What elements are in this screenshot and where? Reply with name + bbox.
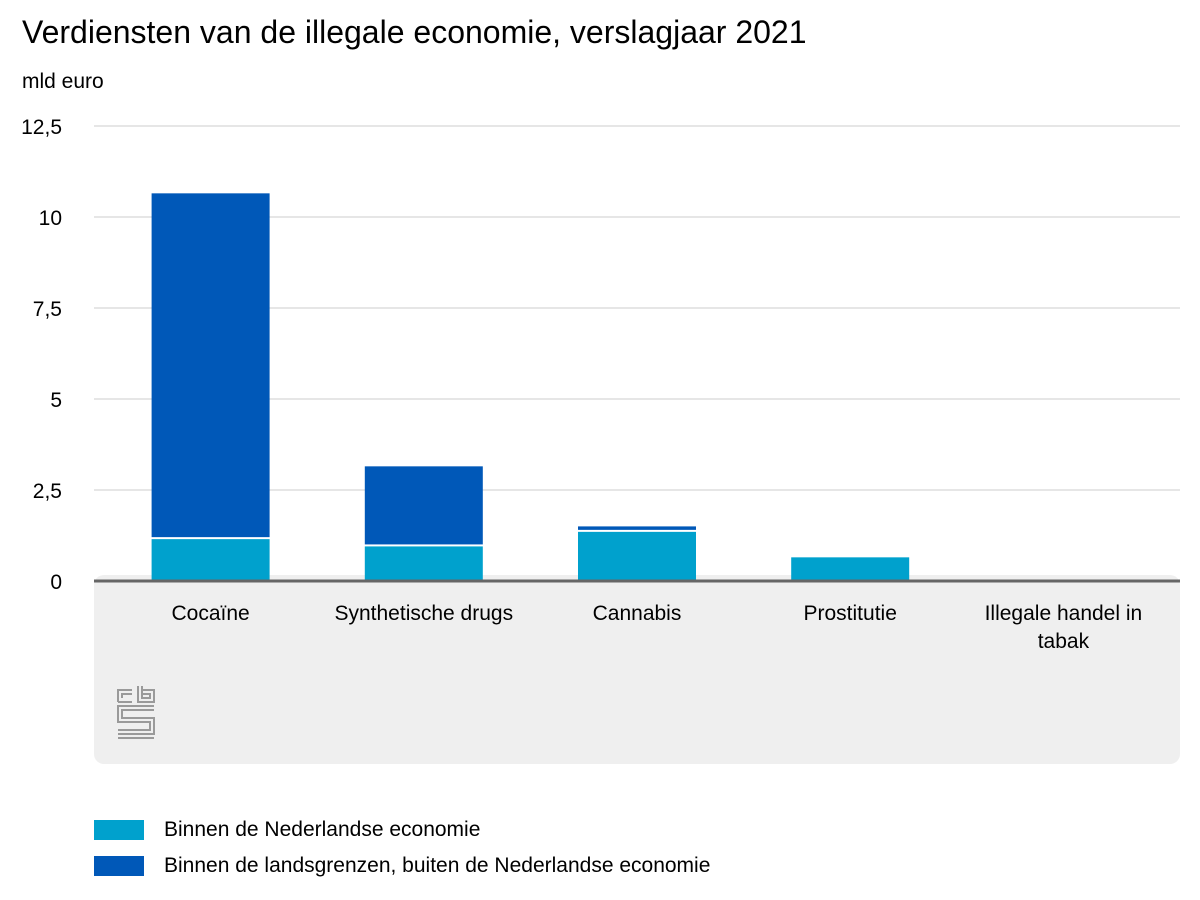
legend-label: Binnen de landsgrenzen, buiten de Nederl… <box>164 854 711 877</box>
y-tick-label: 7,5 <box>33 298 62 321</box>
category-axis-panel <box>94 575 1180 764</box>
bar-segment <box>364 466 483 545</box>
bar-segment <box>578 526 696 530</box>
gridlines <box>94 125 1180 491</box>
y-tick-label: 2,5 <box>33 480 62 503</box>
legend: Binnen de Nederlandse economie Binnen de… <box>94 812 710 884</box>
x-tick-label: Illegale handel in tabak <box>985 602 1143 653</box>
x-tick-label: Cocaïne <box>171 602 249 625</box>
legend-swatch <box>94 856 144 876</box>
bar-segment <box>151 539 270 581</box>
bars <box>151 193 910 581</box>
legend-swatch <box>94 820 144 840</box>
y-axis-ticks: 0 2,5 5 7,5 10 12,5 <box>21 116 62 594</box>
bar-segment <box>151 193 270 538</box>
legend-label: Binnen de Nederlandse economie <box>164 818 481 841</box>
legend-item-series-2: Binnen de landsgrenzen, buiten de Nederl… <box>94 848 710 884</box>
x-tick-label: Cannabis <box>593 602 682 625</box>
x-tick-label: Prostitutie <box>804 602 897 625</box>
chart-title: Verdiensten van de illegale economie, ve… <box>22 14 807 50</box>
y-axis-unit-label: mld euro <box>22 70 104 93</box>
y-tick-label: 12,5 <box>21 116 62 139</box>
cbs-logo-icon <box>117 686 155 739</box>
x-tick-label: Synthetische drugs <box>334 602 513 625</box>
y-tick-label: 0 <box>50 571 62 594</box>
y-tick-label: 5 <box>50 389 62 412</box>
y-tick-label: 10 <box>39 207 62 230</box>
bar-segment <box>364 546 483 581</box>
legend-item-series-1: Binnen de Nederlandse economie <box>94 812 710 848</box>
bar-segment <box>791 557 910 581</box>
x-axis-ticks: Cocaïne Synthetische drugs Cannabis Prostit… <box>171 602 1142 653</box>
bar-segment <box>578 531 696 581</box>
